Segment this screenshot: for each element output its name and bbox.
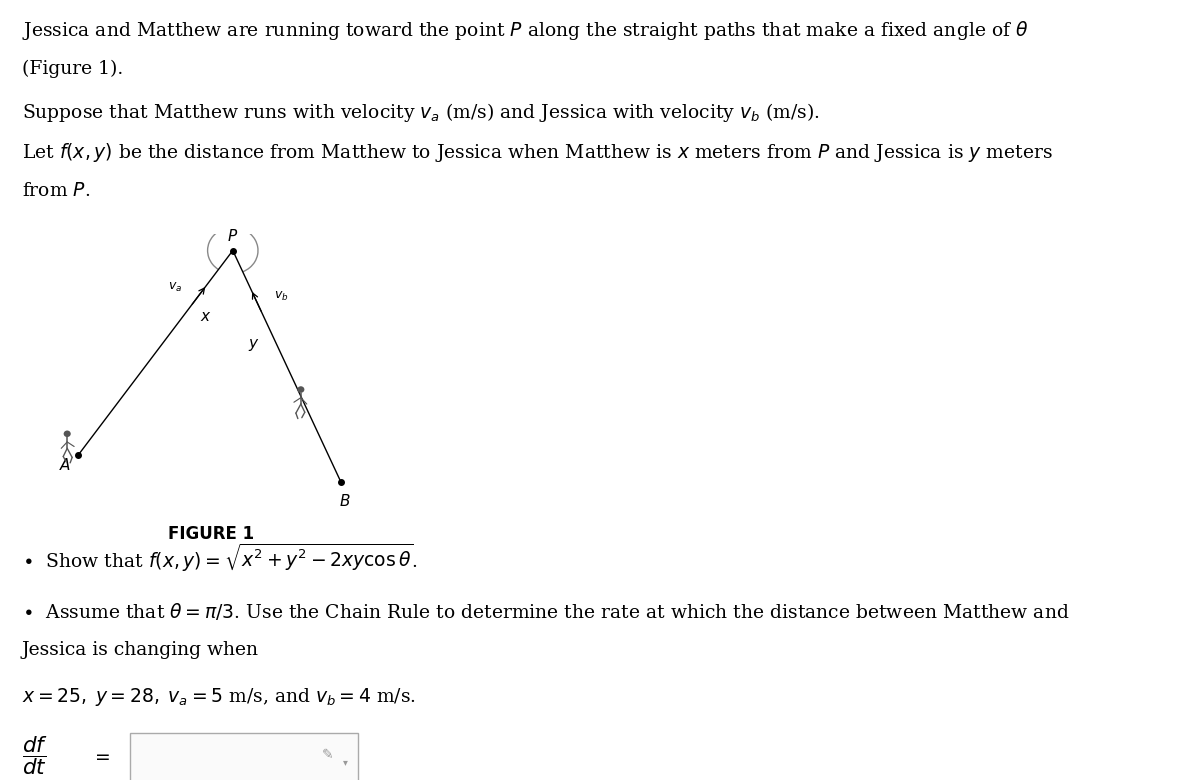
Text: $x$: $x$	[200, 310, 212, 324]
Text: $A$: $A$	[59, 457, 72, 473]
Text: $B$: $B$	[338, 493, 350, 509]
Circle shape	[298, 386, 305, 393]
Text: $v_a$: $v_a$	[168, 281, 182, 294]
Text: $P$: $P$	[227, 228, 239, 244]
Text: $v_b$: $v_b$	[275, 290, 289, 303]
Text: $\bullet$  Assume that $\theta = \pi/3$. Use the Chain Rule to determine the rat: $\bullet$ Assume that $\theta = \pi/3$. …	[22, 601, 1069, 622]
Text: $=$: $=$	[91, 746, 110, 765]
Text: $\bullet$  Show that $f(x,y) = \sqrt{x^2 + y^2 - 2xy\cos\theta}$.: $\bullet$ Show that $f(x,y) = \sqrt{x^2 …	[22, 542, 418, 574]
Text: Jessica and Matthew are running toward the point $P$ along the straight paths th: Jessica and Matthew are running toward t…	[22, 20, 1028, 42]
Text: from $P$.: from $P$.	[22, 182, 90, 200]
Text: Suppose that Matthew runs with velocity $v_a$ (m/s) and Jessica with velocity $v: Suppose that Matthew runs with velocity …	[22, 101, 820, 123]
Text: ✎: ✎	[322, 748, 334, 762]
Bar	[130, 733, 358, 780]
Text: ▾: ▾	[343, 757, 348, 768]
Text: $x = 25,\; y = 28,\; v_a = 5$ m/s, and $v_b = 4$ m/s.: $x = 25,\; y = 28,\; v_a = 5$ m/s, and $…	[22, 686, 415, 707]
Text: Let $f(x, y)$ be the distance from Matthew to Jessica when Matthew is $x$ meters: Let $f(x, y)$ be the distance from Matth…	[22, 141, 1052, 164]
Text: $y$: $y$	[248, 337, 260, 353]
Text: (Figure 1).: (Figure 1).	[22, 60, 122, 78]
Text: Jessica is changing when: Jessica is changing when	[22, 641, 259, 659]
Text: FIGURE 1: FIGURE 1	[168, 525, 254, 543]
Circle shape	[64, 431, 71, 437]
Text: $\dfrac{df}{dt}$: $\dfrac{df}{dt}$	[22, 735, 48, 777]
